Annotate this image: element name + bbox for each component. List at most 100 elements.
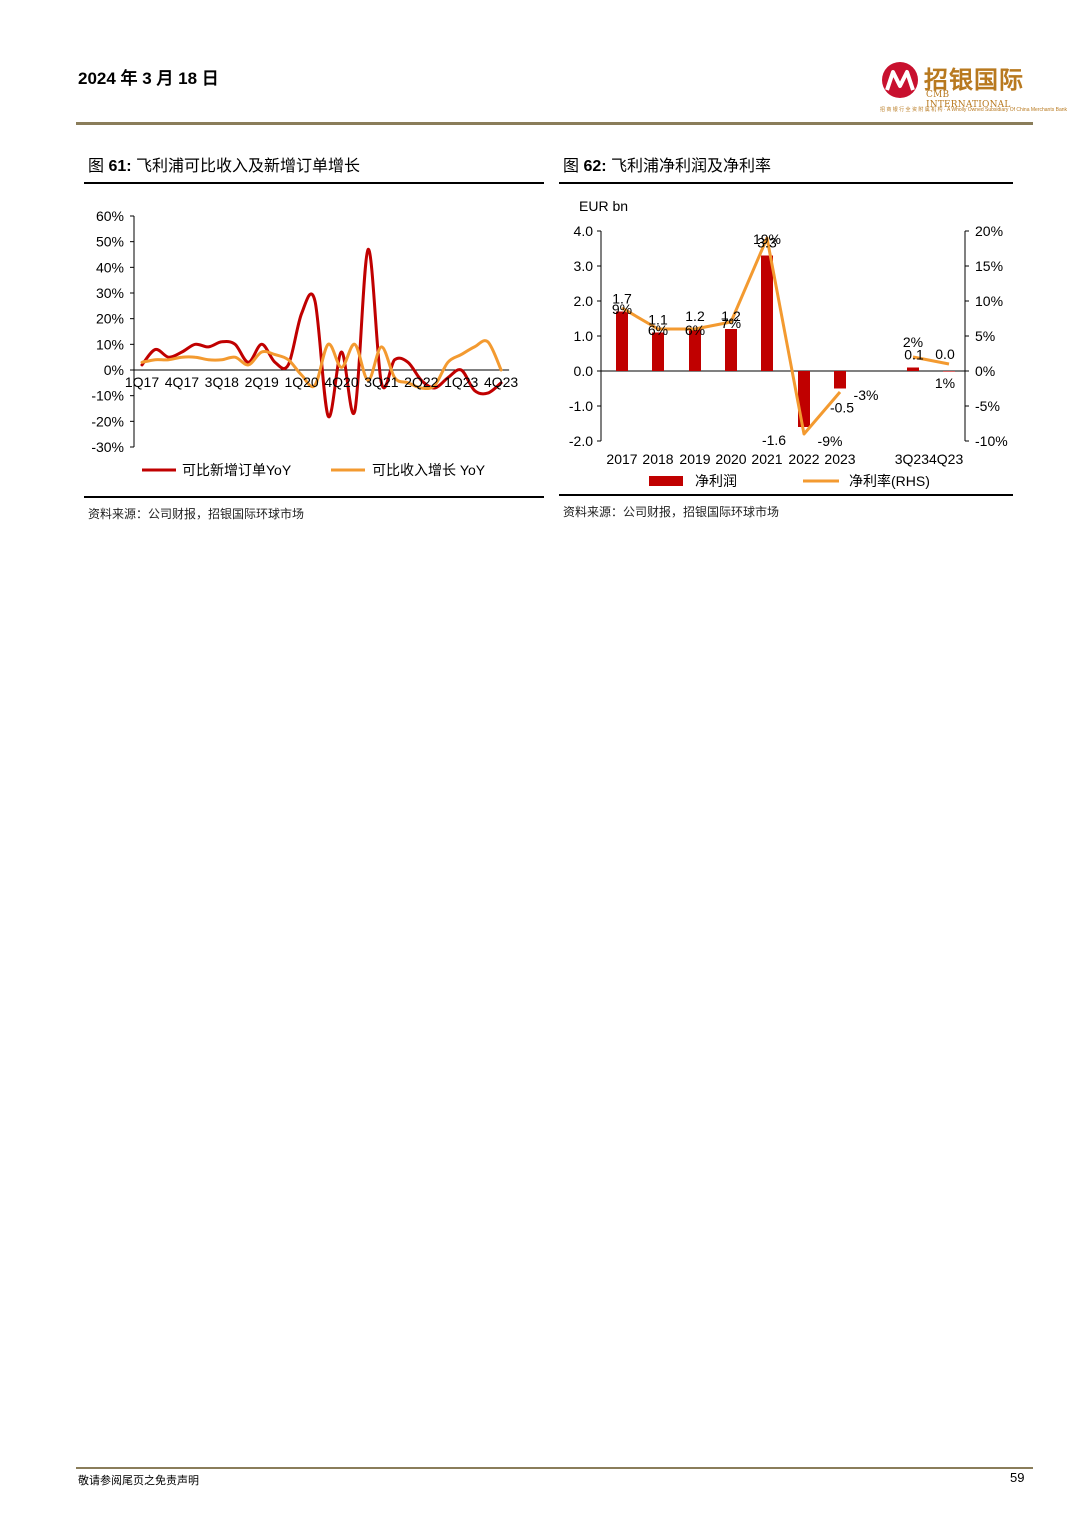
fig61-title: 图 61: 飞利浦可比收入及新增订单增长 xyxy=(88,152,360,176)
margin-data-label: 9% xyxy=(612,301,632,317)
series-line-revenue xyxy=(140,339,503,390)
bar-net-profit xyxy=(907,367,919,371)
fig62-prefix: 图 xyxy=(563,158,580,175)
bar-data-label: 1.2 xyxy=(721,308,741,324)
y-tick-label: 60% xyxy=(96,208,124,224)
y-tick-label: 10% xyxy=(96,336,124,352)
legend-label-net-margin: 净利率(RHS) xyxy=(849,473,930,489)
fig62-source: 资料来源：公司财报，招银国际环球市场 xyxy=(563,505,780,519)
x-tick-label: 2Q22 xyxy=(404,374,438,390)
cmbi-logo: 招银国际 CMB INTERNATIONAL 招 商 银 行 全 资 附 属 机… xyxy=(880,58,1067,122)
bar-data-label: -0.5 xyxy=(830,400,854,416)
bar-data-label: 0.1 xyxy=(904,347,924,363)
cmb-emblem-icon xyxy=(882,62,918,98)
series-line-orders xyxy=(140,247,503,419)
y-tick-label: 40% xyxy=(96,259,124,275)
y-tick-label-right: -10% xyxy=(975,433,1008,449)
fig62-bottom-rule xyxy=(559,494,1013,496)
x-tick-label: 3Q234Q23 xyxy=(895,451,964,467)
legend-swatch-net-profit xyxy=(649,476,683,486)
y-tick-label-right: 10% xyxy=(975,293,1003,309)
margin-data-label: 1% xyxy=(935,375,955,391)
y-tick-label-left: 3.0 xyxy=(574,258,594,274)
x-tick-label: 2Q19 xyxy=(245,374,279,390)
net-margin-line-quarterly xyxy=(912,355,950,366)
bar-data-label: 3.3 xyxy=(757,235,777,251)
bar-net-profit xyxy=(616,311,628,371)
report-date: 2024 年 3 月 18 日 xyxy=(78,69,219,88)
y-tick-label: 0% xyxy=(104,362,124,378)
net-margin-line-annual xyxy=(621,236,842,436)
y-tick-label: 50% xyxy=(96,234,124,250)
fig62-chart: EUR bn 4.0 3.0 2.0 1.0 0.0 -1.0 -2.0 20% 15% 10% 5%… xyxy=(569,198,1008,489)
y-tick-label-right: 5% xyxy=(975,328,995,344)
x-tick-label: 2022 xyxy=(788,451,819,467)
margin-data-label: 6% xyxy=(648,322,668,338)
y-tick-label: 30% xyxy=(96,285,124,301)
legend-label-net-profit: 净利润 xyxy=(695,473,737,489)
y-tick-label-left: 2.0 xyxy=(574,293,594,309)
footer-disclaimer: 敬请参阅尾页之免责声明 xyxy=(78,1475,199,1487)
fig61-prefix: 图 xyxy=(88,158,105,175)
y-tick-label: -10% xyxy=(91,388,124,404)
logo-subtitle: 招 商 银 行 全 资 附 属 机 构 · A Wholly Owned Sub… xyxy=(880,107,1068,113)
x-tick-label: 1Q23 xyxy=(444,374,478,390)
y-tick-label-right: 15% xyxy=(975,258,1003,274)
y-tick-label-left: -2.0 xyxy=(569,433,593,449)
margin-data-label: -9% xyxy=(818,433,843,449)
page-number: 59 xyxy=(1010,1470,1025,1485)
bar-data-label: 1.7 xyxy=(612,291,632,307)
y-tick-label-right: 0% xyxy=(975,363,995,379)
y-tick-label: -20% xyxy=(91,413,124,429)
logo-name-cn: 招银国际 xyxy=(924,65,1024,94)
x-tick-label: 3Q21 xyxy=(364,374,398,390)
margin-data-label: 7% xyxy=(721,315,741,331)
x-tick-label: 2017 xyxy=(606,451,637,467)
x-tick-label: 2020 xyxy=(715,451,746,467)
fig61-number: 61: xyxy=(108,158,132,175)
fig62-top-rule xyxy=(559,182,1013,184)
fig62-title: 图 62: 飞利浦净利润及净利率 xyxy=(563,152,771,176)
x-tick-label: 4Q20 xyxy=(324,374,358,390)
legend-label-revenue: 可比收入增长 YoY xyxy=(372,462,486,478)
y-tick-label-left: -1.0 xyxy=(569,398,593,414)
bar-net-profit xyxy=(943,371,955,372)
margin-data-label: 2% xyxy=(903,334,923,350)
legend-label-orders: 可比新增订单YoY xyxy=(182,462,292,478)
margin-data-label: -3% xyxy=(854,387,879,403)
margin-data-label: 19% xyxy=(753,231,781,247)
margin-data-label: 6% xyxy=(685,322,705,338)
fig61-top-rule xyxy=(84,182,544,184)
bar-data-label: -1.6 xyxy=(762,432,786,448)
x-tick-label: 4Q17 xyxy=(165,374,199,390)
x-tick-label: 2018 xyxy=(642,451,673,467)
header-rule xyxy=(76,122,1033,125)
y-tick-label: 20% xyxy=(96,311,124,327)
fig61-source: 资料来源：公司财报，招银国际环球市场 xyxy=(88,507,305,521)
x-tick-label: 2023 xyxy=(824,451,855,467)
bar-net-profit xyxy=(725,329,737,371)
fig61-title-text: 飞利浦可比收入及新增订单增长 xyxy=(136,158,361,175)
y-tick-label: -30% xyxy=(91,439,124,455)
x-tick-label: 4Q23 xyxy=(484,374,518,390)
y-tick-label-left: 4.0 xyxy=(574,223,594,239)
bar-net-profit xyxy=(834,371,846,389)
bar-net-profit xyxy=(689,329,701,371)
fig62-title-text: 飞利浦净利润及净利率 xyxy=(611,158,772,175)
footer-rule xyxy=(76,1467,1033,1469)
y-tick-label-left: 0.0 xyxy=(574,363,594,379)
bar-data-label: 0.0 xyxy=(935,346,955,362)
y-axis-unit: EUR bn xyxy=(579,198,628,214)
x-tick-label: 2021 xyxy=(751,451,782,467)
x-tick-label: 1Q20 xyxy=(284,374,318,390)
fig61-chart: 60% 50% 40% 30% 20% 10% 0% -10% -20% -30% 1Q17 4Q17… xyxy=(91,208,518,478)
x-tick-label: 2019 xyxy=(679,451,710,467)
bar-data-label: 1.2 xyxy=(685,308,705,324)
fig61-bottom-rule xyxy=(84,496,544,498)
y-tick-label-right: 20% xyxy=(975,223,1003,239)
bar-net-profit xyxy=(652,332,664,371)
bar-net-profit xyxy=(761,255,773,371)
y-tick-label-left: 1.0 xyxy=(574,328,594,344)
logo-name-en: CMB INTERNATIONAL xyxy=(926,90,1011,110)
y-tick-label-right: -5% xyxy=(975,398,1000,414)
